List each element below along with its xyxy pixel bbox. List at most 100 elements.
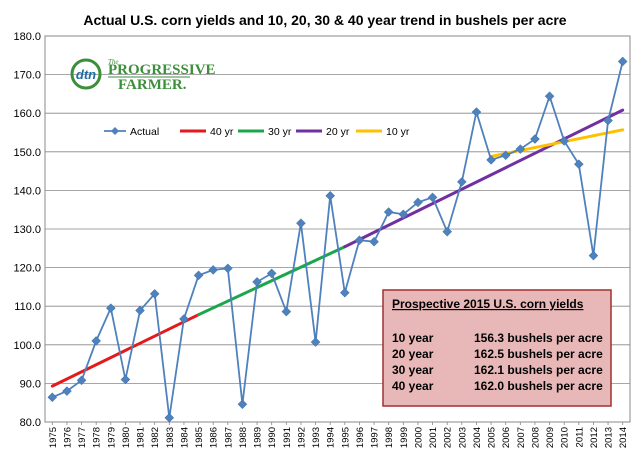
actual-data-point: [105, 303, 116, 313]
x-tick-label: 1985: [194, 427, 205, 448]
actual-data-point: [471, 107, 482, 117]
info-row-label: 40 year: [392, 379, 434, 393]
actual-data-point: [76, 375, 87, 386]
legend-label: 20 yr: [326, 126, 350, 138]
actual-data-point: [573, 159, 584, 170]
actual-data-point: [559, 136, 570, 146]
actual-data-point: [47, 392, 58, 403]
legend-label: Actual: [130, 126, 159, 138]
x-tick-label: 1975: [48, 427, 59, 448]
y-tick-label: 100.0: [13, 340, 41, 352]
y-tick-label: 80.0: [20, 417, 41, 429]
info-row-value: 162.5 bushels per acre: [474, 347, 603, 361]
info-box-background: [382, 289, 612, 407]
x-tick-label: 1977: [77, 427, 88, 448]
x-tick-label: 1998: [384, 427, 395, 448]
x-tick-label: 2000: [413, 427, 424, 448]
trend-lines: [50, 108, 625, 388]
x-tick-label: 1982: [150, 427, 161, 448]
actual-data-point: [325, 190, 336, 201]
info-row-value: 162.1 bushels per acre: [474, 363, 603, 377]
info-row-label: 10 year: [392, 331, 434, 345]
y-tick-label: 170.0: [13, 70, 41, 82]
actual-data-point: [135, 305, 145, 316]
y-tick-label: 150.0: [13, 147, 41, 159]
x-tick-label: 2008: [530, 427, 541, 448]
y-axis: 80.0 90.0 100.0 110.0 120.0 130.0 140.0 150.0 16…: [13, 31, 41, 429]
actual-data-point: [603, 115, 613, 126]
x-tick-label: 1987: [223, 427, 234, 448]
dtn-logo-ring: [70, 58, 102, 90]
actual-data-point: [369, 236, 379, 247]
actual-data-point: [62, 386, 72, 396]
actual-series-line: [51, 61, 624, 418]
x-tick-label: 1984: [179, 427, 190, 448]
actual-data-point: [281, 306, 292, 317]
actual-data-point: [237, 399, 248, 410]
x-tick-label: 2005: [487, 427, 498, 448]
y-tick-label: 140.0: [13, 185, 41, 197]
x-tick-label: 1999: [399, 427, 410, 448]
actual-data-point: [544, 91, 555, 102]
x-tick-label: 2003: [457, 427, 468, 448]
actual-data-point: [252, 277, 262, 287]
x-tick-label: 2002: [443, 427, 454, 448]
actual-data-point: [500, 150, 511, 161]
actual-data-point: [588, 250, 599, 261]
x-tick-label: 1978: [92, 427, 103, 448]
info-row-label: 30 year: [392, 363, 434, 377]
x-tick-label: 1979: [106, 427, 117, 448]
legend-marker: [111, 127, 119, 135]
x-tick-label: 2011: [574, 427, 585, 447]
legend-label: 30 yr: [268, 126, 292, 138]
x-tick-label: 1992: [296, 427, 307, 448]
legend-label: 10 yr: [386, 126, 410, 138]
actual-data-point: [383, 207, 394, 217]
x-tick-label: 1996: [355, 427, 366, 448]
x-tick-label: 1980: [121, 427, 132, 448]
x-tick-label: 2010: [560, 427, 571, 448]
actual-data-point: [208, 265, 219, 275]
info-box-title: Prospective 2015 U.S. corn yields: [392, 297, 584, 311]
x-tick-label: 2007: [516, 427, 527, 448]
actual-data-point: [164, 412, 175, 423]
x-tick-label: 1995: [340, 427, 351, 448]
actual-data-point: [222, 263, 233, 274]
logo-line2: FARMER.: [118, 77, 187, 93]
x-tick-label: 2012: [589, 427, 600, 448]
actual-data-point: [266, 268, 277, 279]
actual-data-point: [427, 192, 438, 203]
progressive-farmer-logo: dtn The PROGRESSIVE FARMER.: [70, 58, 216, 93]
y-tick-label: 110.0: [14, 301, 41, 313]
info-row-value: 156.3 bushels per acre: [474, 331, 603, 345]
x-tick-label: 2006: [501, 427, 512, 448]
x-tick-label: 1993: [311, 427, 322, 448]
actual-data-point: [413, 197, 423, 208]
actual-data-point: [515, 144, 526, 154]
x-tick-label: 1976: [62, 427, 73, 448]
x-tick-label: 1986: [209, 427, 220, 448]
x-tick-label: 2013: [604, 427, 615, 448]
actual-data-point: [120, 374, 131, 385]
actual-data-point: [193, 270, 204, 281]
actual-data-point: [149, 288, 160, 299]
y-tick-label: 90.0: [20, 378, 41, 390]
x-tick-label: 2009: [545, 427, 556, 448]
actual-data-point: [310, 337, 321, 347]
actual-data-point: [486, 155, 496, 165]
actual-data-point: [617, 56, 628, 67]
actual-series: [47, 56, 628, 423]
x-tick-label: 1994: [326, 427, 337, 448]
actual-data-point: [179, 314, 189, 324]
actual-data-point: [456, 177, 467, 187]
actual-data-point: [530, 134, 540, 144]
logo-line1: PROGRESSIVE: [108, 62, 216, 78]
trend-line-20-yr: [343, 108, 625, 249]
actual-data-point: [354, 235, 365, 246]
x-tick-label: 1990: [267, 427, 278, 448]
actual-data-point: [398, 209, 409, 220]
x-tick-label: 1981: [136, 427, 147, 448]
y-tick-label: 160.0: [13, 108, 41, 120]
y-tick-label: 130.0: [13, 224, 41, 236]
